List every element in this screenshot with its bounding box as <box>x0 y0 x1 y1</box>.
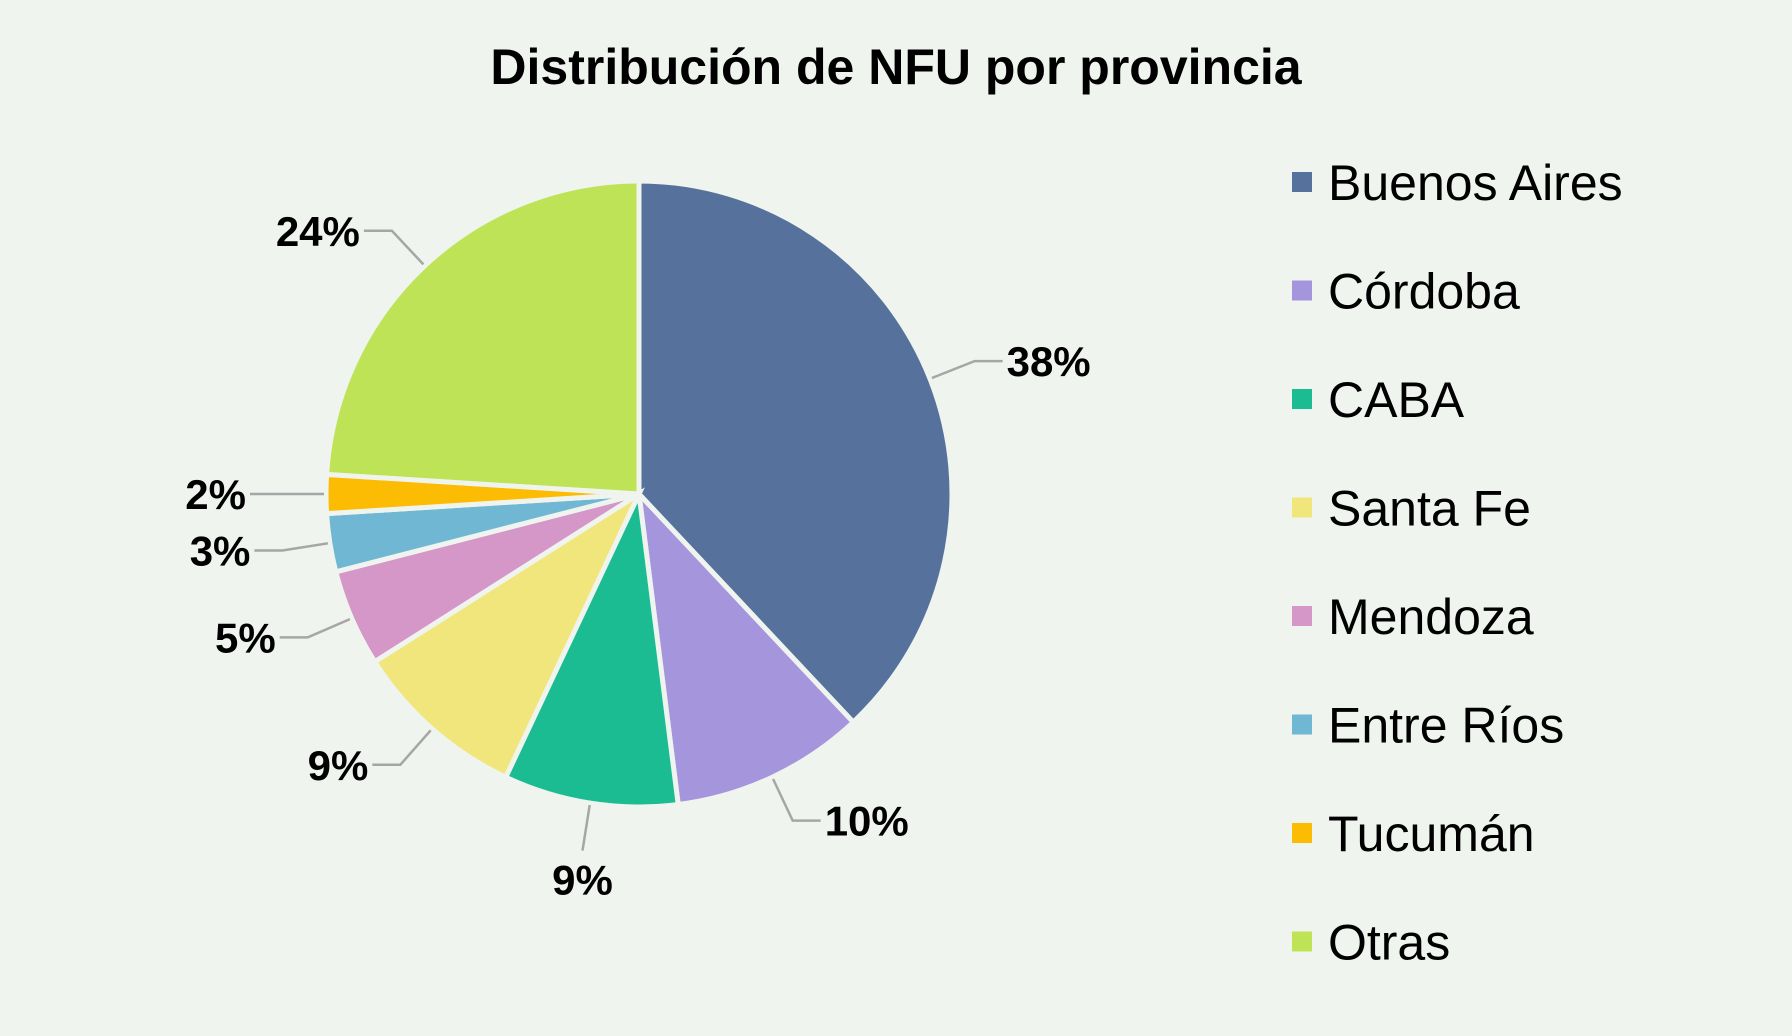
legend-label-caba: CABA <box>1328 372 1465 428</box>
pie-slice-cordoba <box>635 486 857 808</box>
legend-swatch-cordoba <box>1292 280 1312 301</box>
legend-label-cordoba: Córdoba <box>1328 264 1520 320</box>
legend-label-otras: Otras <box>1328 915 1450 971</box>
pie-slice-caba <box>502 485 682 810</box>
data-label-santa-fe: 9% <box>308 742 369 789</box>
data-label-otras: 24% <box>276 208 360 255</box>
legend-label-mendoza: Mendoza <box>1328 589 1534 645</box>
data-label-mendoza: 5% <box>215 614 276 661</box>
legend-swatch-caba <box>1292 389 1312 409</box>
data-label-caba: 9% <box>552 857 613 904</box>
leader-line-santa-fe <box>372 729 432 767</box>
leader-line-mendoza <box>279 617 351 639</box>
legend-swatch-otras <box>1292 931 1312 952</box>
pie-slice-santa-fe <box>371 487 645 781</box>
legend-swatch-entre-rios <box>1292 714 1312 735</box>
data-label-tucuman: 2% <box>185 471 246 518</box>
leader-line-entre-rios <box>254 542 329 552</box>
legend-label-tucuman: Tucumán <box>1328 806 1535 862</box>
data-label-entre-rios: 3% <box>190 528 251 575</box>
legend-swatch-santa-fe <box>1292 497 1312 518</box>
data-labels: 38% 10% 9% 9% 5% 3% 2% 24% <box>185 208 1090 904</box>
legend-swatch-tucuman <box>1292 823 1312 843</box>
data-label-cordoba: 10% <box>825 798 909 845</box>
leader-line-buenos-aires <box>931 359 1003 380</box>
legend-label-entre-rios: Entre Ríos <box>1328 698 1564 754</box>
leader-line-caba <box>581 804 591 851</box>
pie-slice-buenos-aires <box>636 178 955 726</box>
data-label-buenos-aires: 38% <box>1007 338 1091 385</box>
legend-swatch-buenos-aires <box>1292 172 1312 192</box>
leader-lines <box>250 229 1003 851</box>
pie-slice-otras <box>323 178 642 497</box>
leader-line-cordoba <box>771 778 821 822</box>
legend-swatch-mendoza <box>1292 606 1312 626</box>
legend-label-santa-fe: Santa Fe <box>1328 481 1531 537</box>
legend-label-buenos-aires: Buenos Aires <box>1328 155 1623 211</box>
legend: Buenos Aires Córdoba CABA Santa Fe Mendoza En… <box>1292 155 1623 971</box>
pie-slices <box>323 178 955 810</box>
leader-line-otras <box>363 229 425 266</box>
chart-title: Distribución de NFU por provincia <box>490 39 1302 95</box>
